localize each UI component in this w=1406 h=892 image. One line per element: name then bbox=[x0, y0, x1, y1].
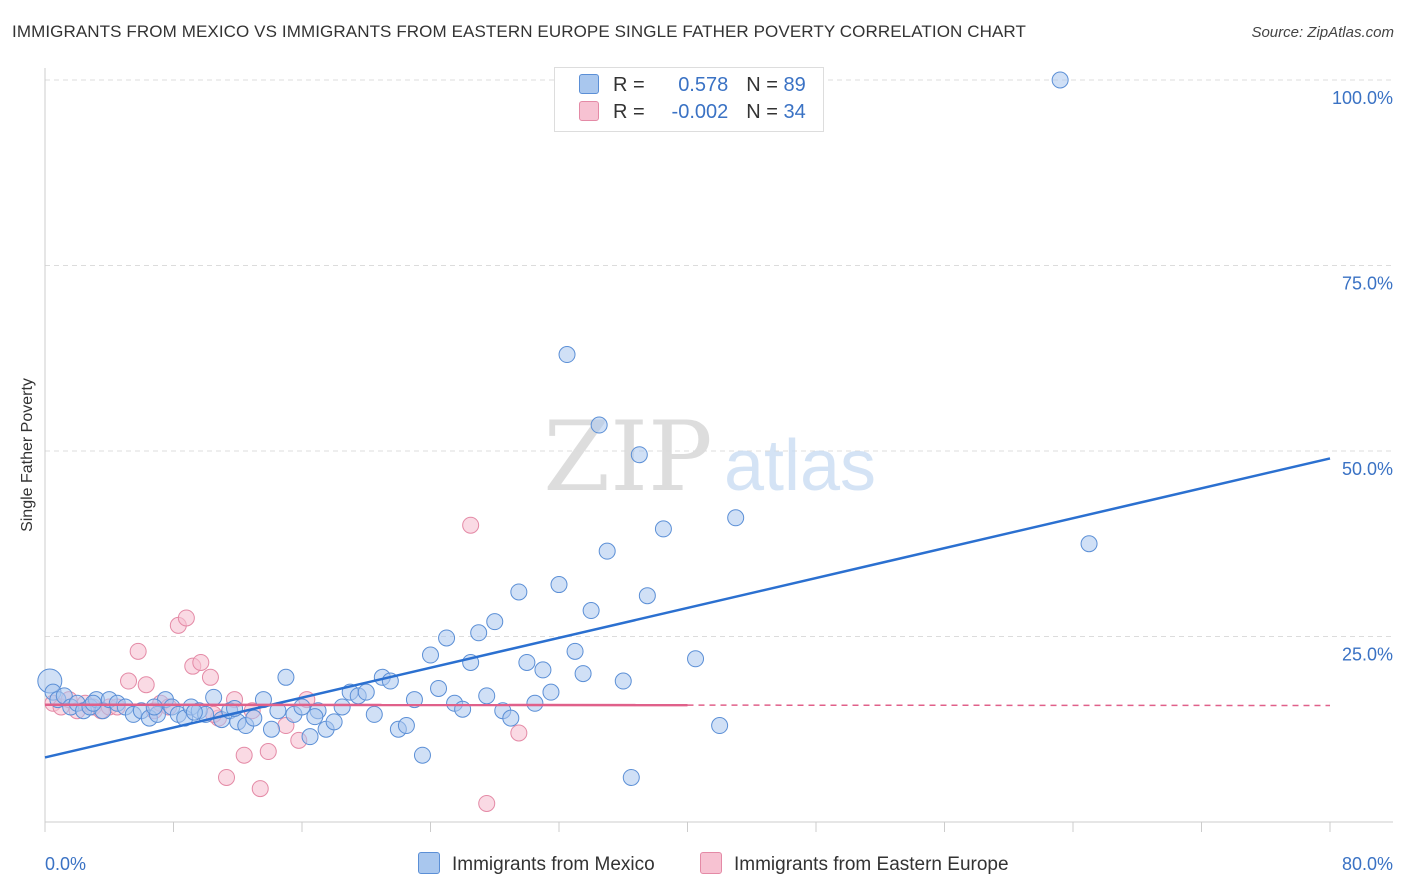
mexico-point bbox=[438, 629, 456, 647]
n-label: N = bbox=[746, 74, 778, 96]
trend-lines bbox=[44, 457, 1331, 759]
mexico-point bbox=[518, 653, 536, 671]
y-tick-label: 100.0% bbox=[1332, 88, 1393, 108]
y-tick-label: 75.0% bbox=[1342, 274, 1393, 294]
mexico-point bbox=[526, 694, 544, 712]
mexico-legend-label: Immigrants from Mexico bbox=[452, 854, 655, 875]
mexico-r-value: 0.578 bbox=[678, 74, 729, 96]
chart-source: Source: ZipAtlas.com bbox=[1251, 24, 1394, 41]
mexico-point bbox=[654, 520, 672, 538]
legend-row-eastern-europe: R = -0.002 N = 34 bbox=[579, 101, 806, 127]
eastern-europe-point bbox=[510, 724, 528, 742]
eastern-europe-point bbox=[259, 743, 277, 761]
mexico-point bbox=[84, 694, 102, 712]
mexico-point bbox=[205, 688, 223, 706]
mexico-point bbox=[454, 700, 472, 718]
r-label: R = bbox=[613, 101, 645, 123]
tick-labels: 25.0% 50.0% 75.0% 100.0% 0.0% 80.0% bbox=[45, 88, 1393, 874]
eastern-europe-swatch bbox=[579, 101, 599, 121]
x-tick-label-max: 80.0% bbox=[1342, 854, 1393, 874]
n-label: N = bbox=[746, 101, 778, 123]
mexico-point bbox=[365, 705, 383, 723]
mexico-point bbox=[582, 602, 600, 620]
mexico-point bbox=[614, 672, 632, 690]
mexico-point bbox=[574, 665, 592, 683]
grid-lines bbox=[45, 79, 1393, 637]
mexico-point bbox=[687, 650, 705, 668]
eastern-europe-point bbox=[192, 653, 210, 671]
mexico-point bbox=[638, 587, 656, 605]
eastern-europe-r-value: -0.002 bbox=[671, 101, 729, 123]
eastern-europe-points bbox=[44, 516, 528, 812]
chart-title: IMMIGRANTS FROM MEXICO VS IMMIGRANTS FRO… bbox=[12, 22, 1026, 41]
mexico-point bbox=[1080, 535, 1098, 553]
r-label: R = bbox=[613, 74, 645, 96]
mexico-trend-line bbox=[44, 457, 1331, 759]
eastern-europe-point bbox=[462, 516, 480, 534]
mexico-point bbox=[502, 709, 520, 727]
mexico-point bbox=[711, 717, 729, 735]
eastern-europe-point bbox=[129, 642, 147, 660]
mexico-point bbox=[293, 698, 311, 716]
mexico-point bbox=[405, 691, 423, 709]
correlation-legend: R = 0.578 N = 89 R = -0.002 N = 34 bbox=[554, 67, 824, 132]
mexico-point bbox=[622, 768, 640, 786]
eastern-europe-point bbox=[137, 676, 155, 694]
eastern-europe-point bbox=[218, 768, 236, 786]
eastern-europe-point bbox=[478, 794, 496, 812]
mexico-n-value: 89 bbox=[783, 74, 806, 96]
mexico-point bbox=[727, 509, 745, 527]
mexico-point bbox=[542, 683, 560, 701]
mexico-swatch bbox=[579, 74, 599, 94]
mexico-point bbox=[510, 583, 528, 601]
mexico-point bbox=[598, 542, 616, 560]
mexico-point bbox=[301, 728, 319, 746]
axes bbox=[44, 68, 1393, 832]
eastern-europe-point bbox=[235, 746, 253, 764]
mexico-point bbox=[333, 698, 351, 716]
y-tick-label: 50.0% bbox=[1342, 459, 1393, 479]
watermark-atlas: atlas bbox=[724, 426, 876, 506]
eastern-europe-point bbox=[177, 609, 195, 627]
mexico-point bbox=[325, 713, 343, 731]
watermark-zip: ZIP bbox=[543, 401, 712, 513]
mexico-point bbox=[185, 703, 203, 721]
mexico-point bbox=[630, 446, 648, 464]
mexico-point bbox=[277, 668, 295, 686]
bottom-legend-eastern-europe: Immigrants from Eastern Europe bbox=[700, 852, 1009, 876]
legend-row-mexico: R = 0.578 N = 89 bbox=[579, 74, 806, 100]
mexico-point bbox=[145, 698, 163, 716]
mexico-point bbox=[1051, 71, 1069, 89]
mexico-point bbox=[397, 717, 415, 735]
mexico-point bbox=[262, 720, 280, 738]
eastern-europe-legend-swatch bbox=[700, 852, 722, 874]
mexico-legend-swatch bbox=[418, 852, 440, 874]
eastern-europe-point bbox=[120, 672, 138, 690]
eastern-europe-legend-label: Immigrants from Eastern Europe bbox=[734, 854, 1009, 875]
eastern-europe-point bbox=[201, 668, 219, 686]
bottom-legend-mexico: Immigrants from Mexico bbox=[418, 852, 655, 876]
mexico-point bbox=[534, 661, 552, 679]
y-tick-label: 25.0% bbox=[1342, 645, 1393, 665]
mexico-point bbox=[357, 683, 375, 701]
mexico-point bbox=[422, 646, 439, 664]
mexico-point bbox=[430, 679, 448, 697]
mexico-point bbox=[566, 642, 584, 660]
mexico-point bbox=[590, 416, 608, 434]
eastern-europe-n-value: 34 bbox=[783, 101, 806, 123]
mexico-point bbox=[558, 346, 576, 364]
mexico-point bbox=[306, 708, 324, 726]
mexico-point bbox=[245, 709, 263, 727]
mexico-point bbox=[413, 746, 431, 764]
mexico-point bbox=[486, 613, 504, 631]
mexico-point bbox=[550, 576, 568, 594]
mexico-point bbox=[478, 687, 496, 705]
eastern-europe-point bbox=[251, 780, 269, 798]
x-tick-label-min: 0.0% bbox=[45, 854, 86, 874]
mexico-point bbox=[470, 624, 488, 642]
